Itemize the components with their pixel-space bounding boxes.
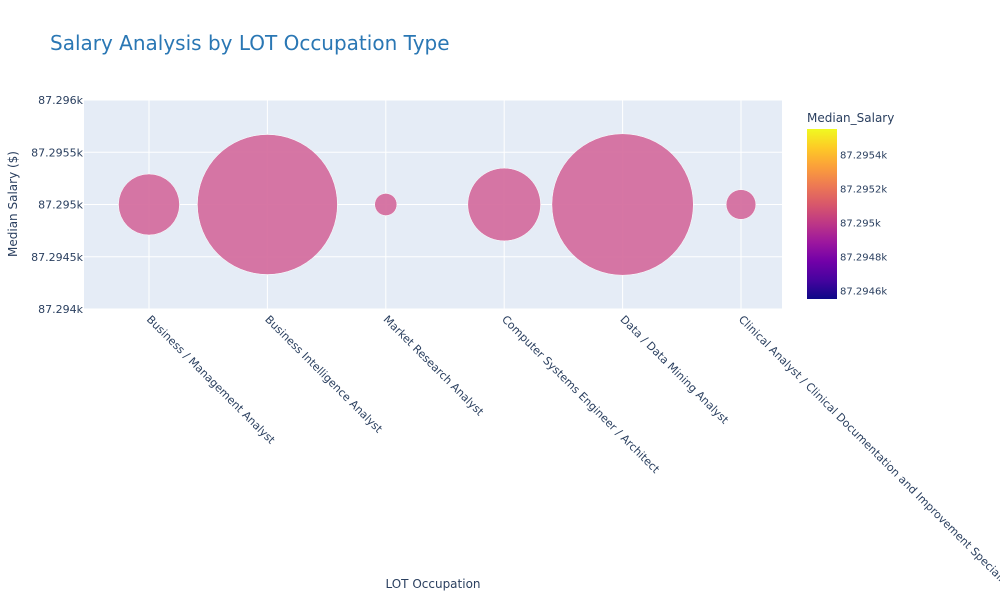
colorbar-tick-label: 87.2946k — [840, 287, 887, 298]
y-tick-label: 87.2955k — [31, 146, 83, 159]
colorbar-gradient — [807, 129, 837, 299]
colorbar-tick-label: 87.295k — [840, 219, 881, 230]
colorbar-tick-label: 87.2952k — [840, 185, 887, 196]
bubble — [197, 134, 338, 275]
colorbar-tick-label: 87.2948k — [840, 253, 887, 264]
bubble — [551, 133, 694, 276]
x-tick-label: Clinical Analyst / Clinical Documentatio… — [736, 313, 1000, 592]
x-tick-label: Data / Data Mining Analyst — [617, 313, 731, 427]
colorbar-title: Median_Salary — [807, 111, 894, 125]
y-axis-title: Median Salary ($) — [6, 151, 20, 257]
bubble — [467, 167, 541, 242]
bubble — [118, 173, 180, 236]
colorbar-ticks: 87.2946k 87.2948k 87.295k 87.2952k 87.2954k — [840, 151, 887, 298]
bubble — [374, 193, 398, 216]
colorbar: Median_Salary 87.2946k87.2948k87.295k87.… — [807, 111, 894, 299]
bubble — [725, 189, 757, 220]
bubble-series — [118, 133, 757, 276]
chart-title: Salary Analysis by LOT Occupation Type — [50, 31, 450, 55]
y-tick-label: 87.296k — [38, 94, 83, 107]
y-tick-label: 87.295k — [38, 199, 83, 212]
x-tick-label: Business / Management Analyst — [144, 313, 278, 447]
colorbar-tick-label: 87.2954k — [840, 151, 887, 162]
x-axis-title: LOT Occupation — [385, 577, 480, 591]
x-tick-label: Market Research Analyst — [381, 313, 487, 419]
y-axis-ticks: 87.294k 87.2945k 87.295k 87.2955k 87.296k — [31, 94, 83, 316]
y-tick-label: 87.294k — [38, 303, 83, 316]
y-tick-label: 87.2945k — [31, 251, 83, 264]
x-tick-label: Business Intelligence Analyst — [262, 313, 385, 436]
